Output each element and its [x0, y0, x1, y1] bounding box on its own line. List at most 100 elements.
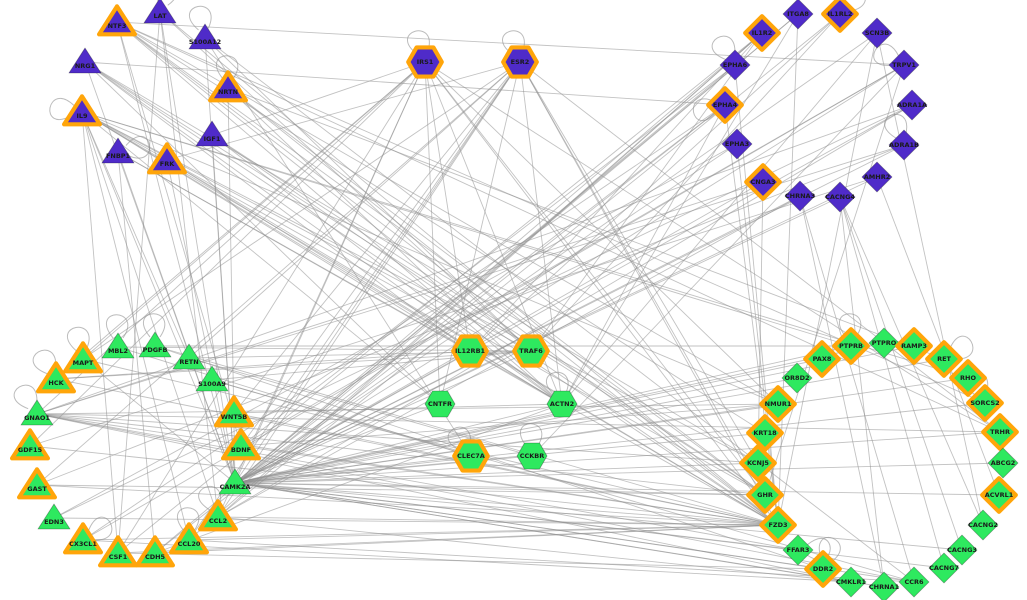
- node-RETN[interactable]: RETN: [172, 343, 206, 370]
- diamond-shape: [746, 476, 784, 514]
- node-TRPV1[interactable]: TRPV1: [888, 49, 920, 81]
- node-IGF1[interactable]: IGF1: [195, 120, 229, 147]
- node-CHRNA3[interactable]: CHRNA3: [784, 180, 816, 212]
- edge: [211, 134, 766, 496]
- diamond-shape: [895, 327, 933, 365]
- edge: [234, 104, 726, 484]
- edge: [36, 403, 779, 415]
- node-CMKLR1[interactable]: CMKLR1: [835, 566, 866, 598]
- node-CSF1[interactable]: CSF1: [97, 535, 139, 568]
- diamond-shape: [821, 0, 859, 33]
- edge: [211, 134, 779, 526]
- node-TRAF6[interactable]: TRAF6: [512, 334, 550, 368]
- node-GAST[interactable]: GAST: [16, 467, 58, 500]
- edge: [234, 64, 905, 484]
- triangle-shape: [68, 47, 102, 74]
- edge: [116, 21, 563, 405]
- edge: [188, 524, 779, 541]
- edge: [117, 552, 824, 570]
- diamond-shape: [784, 180, 816, 212]
- node-NRTN[interactable]: NRTN: [207, 70, 249, 103]
- diamond-shape: [759, 506, 797, 544]
- node-ESR2[interactable]: ESR2: [501, 45, 539, 79]
- node-ABCG2[interactable]: ABCG2: [987, 447, 1019, 479]
- edge: [234, 462, 759, 484]
- node-IRS1[interactable]: IRS1: [406, 45, 444, 79]
- node-EDN3[interactable]: EDN3: [37, 503, 71, 530]
- node-NRG1[interactable]: NRG1: [68, 47, 102, 74]
- triangle-shape: [62, 341, 104, 374]
- edge: [227, 87, 766, 496]
- node-AMHR2[interactable]: AMHR2: [861, 161, 893, 193]
- edge: [36, 413, 766, 496]
- node-FRK[interactable]: FRK: [146, 142, 188, 175]
- node-NTF3[interactable]: NTF3: [96, 4, 138, 37]
- edge: [84, 61, 726, 106]
- node-CNGA3[interactable]: CNGA3: [744, 163, 782, 201]
- diamond-shape: [987, 447, 1019, 479]
- node-IL1RL2[interactable]: IL1RL2: [821, 0, 859, 33]
- self-loop: [546, 371, 569, 397]
- node-IL1R2[interactable]: IL1R2: [743, 14, 781, 52]
- node-ACTN2[interactable]: ACTN2: [546, 390, 578, 418]
- node-CDH5[interactable]: CDH5: [134, 535, 176, 568]
- diamond-shape: [980, 476, 1018, 514]
- node-EPHA3[interactable]: EPHA3: [721, 128, 753, 160]
- node-IL9[interactable]: IL9: [61, 94, 103, 127]
- node-CX3CL1[interactable]: CX3CL1: [62, 522, 104, 555]
- triangle-shape: [16, 467, 58, 500]
- edge: [234, 104, 913, 484]
- node-PTPRO[interactable]: PTPRO: [868, 327, 900, 359]
- edge: [234, 195, 801, 484]
- node-S100A12[interactable]: S100A12: [188, 23, 222, 50]
- node-OR8D2[interactable]: OR8D2: [781, 362, 813, 394]
- edge: [876, 176, 1000, 496]
- edge: [240, 61, 521, 447]
- node-ADRA1B[interactable]: ADRA1B: [888, 129, 920, 161]
- edge: [240, 64, 736, 447]
- node-EPHA6[interactable]: EPHA6: [719, 49, 751, 81]
- node-FFAR3[interactable]: FFAR3: [782, 534, 814, 566]
- node-CCL2[interactable]: CCL2: [197, 499, 239, 532]
- self-loop: [198, 485, 222, 511]
- node-GDF15[interactable]: GDF15: [9, 428, 51, 461]
- node-ACVRL1[interactable]: ACVRL1: [980, 476, 1018, 514]
- edge: [217, 195, 801, 518]
- node-EPHA4[interactable]: EPHA4: [706, 86, 744, 124]
- edge: [55, 378, 779, 526]
- node-TRHR[interactable]: TRHR: [981, 413, 1019, 451]
- node-LAT[interactable]: LAT: [143, 0, 177, 24]
- node-CAMK2A[interactable]: CAMK2A: [218, 468, 252, 495]
- edge: [217, 13, 841, 518]
- node-S100A9[interactable]: S100A9: [195, 365, 229, 392]
- node-MBL2[interactable]: MBL2: [101, 332, 135, 359]
- node-MAPT[interactable]: MAPT: [62, 341, 104, 374]
- diamond-shape: [824, 181, 856, 213]
- triangle-shape: [134, 535, 176, 568]
- node-WNT5B[interactable]: WNT5B: [213, 395, 255, 428]
- edge: [166, 159, 563, 405]
- node-ITGA8[interactable]: ITGA8: [782, 0, 814, 30]
- edge: [234, 64, 736, 484]
- self-loop: [884, 113, 908, 139]
- node-GNAO1[interactable]: GNAO1: [20, 399, 54, 426]
- node-CCR6[interactable]: CCR6: [898, 566, 930, 598]
- diamond-shape: [759, 385, 797, 423]
- edge: [227, 87, 563, 405]
- node-CHRNA1[interactable]: CHRNA1: [868, 571, 900, 600]
- node-CNTFR[interactable]: CNTFR: [424, 390, 456, 418]
- node-SCN3B[interactable]: SCN3B: [861, 17, 893, 49]
- node-CACNG2[interactable]: CACNG2: [967, 509, 999, 541]
- edge: [233, 403, 563, 414]
- node-PDGFB[interactable]: PDGFB: [138, 331, 172, 358]
- edge: [234, 61, 426, 484]
- node-KCNJ5[interactable]: KCNJ5: [739, 444, 777, 482]
- node-CACNG4[interactable]: CACNG4: [824, 181, 856, 213]
- edge: [234, 358, 945, 484]
- diamond-shape: [928, 552, 960, 584]
- node-CCKBR[interactable]: CCKBR: [516, 442, 548, 470]
- node-IL12RB1[interactable]: IL12RB1: [451, 334, 489, 368]
- node-BDNF[interactable]: BDNF: [220, 428, 262, 461]
- node-CLEC7A[interactable]: CLEC7A: [452, 439, 490, 473]
